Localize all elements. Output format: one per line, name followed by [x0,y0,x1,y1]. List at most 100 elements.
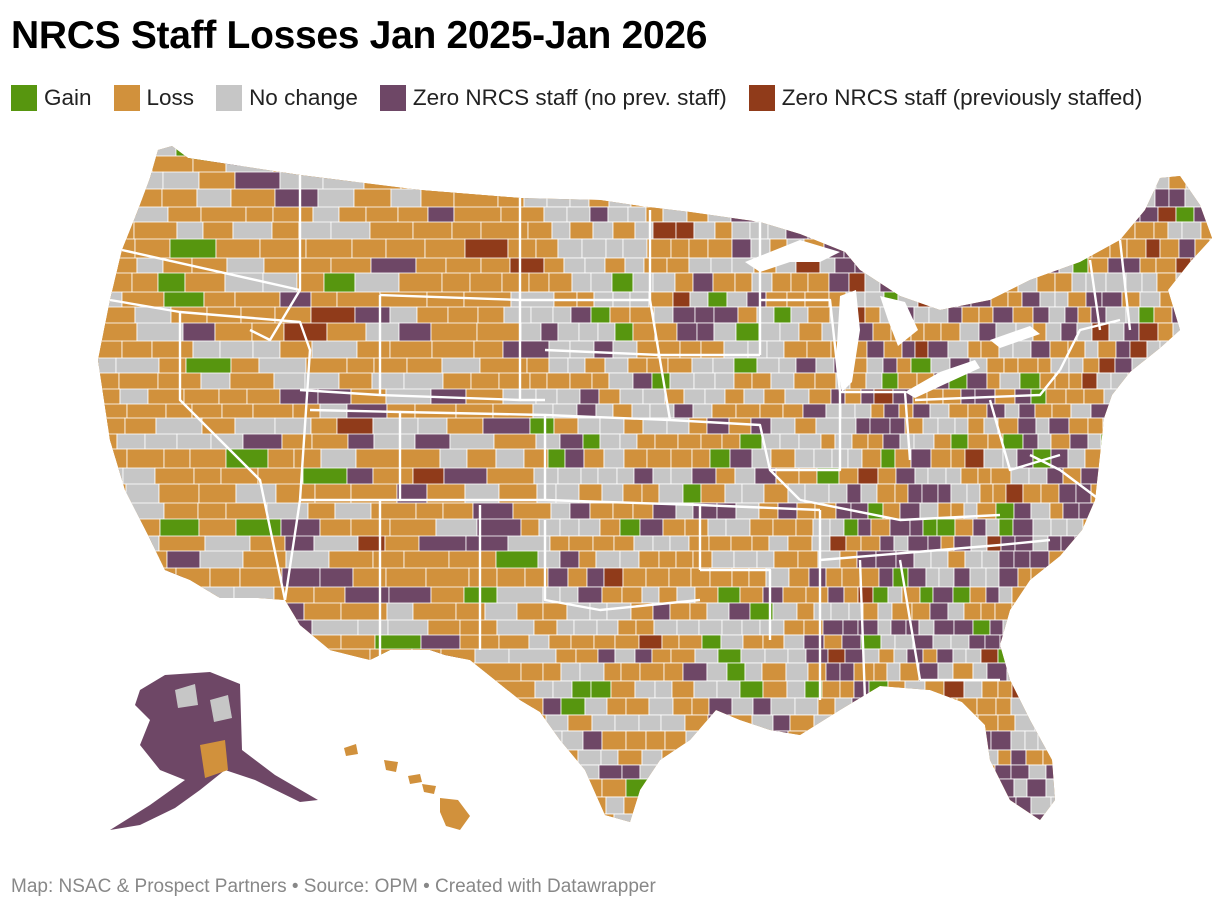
county-cell [374,634,422,660]
county-cell [751,535,770,552]
county-cell [773,550,799,569]
county-cell [1169,388,1191,405]
county-cell [1173,602,1195,621]
county-cell [1085,764,1107,780]
county-cell [342,155,372,183]
county-cell [1157,206,1177,223]
county-cell [1098,697,1118,716]
county-cell [1045,322,1062,342]
county-cell [98,188,126,218]
county-cell [707,238,733,259]
county-cell [653,306,674,324]
county-cell [813,602,832,621]
county-cell [1109,567,1131,588]
county-cell [638,634,663,650]
county-cell [739,680,764,699]
county-cell [1114,467,1136,485]
county-cell [1021,291,1041,308]
county-cell [469,714,516,742]
county-cell [827,146,845,157]
county-cell [937,483,952,504]
county-cell [98,796,133,822]
county-cell [986,372,1001,390]
county-cell [577,586,603,604]
county-cell [787,730,810,751]
county-cell [938,697,958,716]
county-cell [998,550,1015,569]
county-cell [269,680,301,709]
county-cell [897,813,915,822]
county-cell [786,680,806,699]
county-cell [556,619,575,636]
county-cell [1192,730,1211,751]
county-cell [896,357,912,374]
county-cell [1084,340,1099,359]
county-cell [1012,518,1034,537]
county-cell [1048,417,1070,435]
county-cell [1061,697,1083,716]
county-cell [726,662,746,682]
county-cell [1135,634,1153,650]
county-cell [984,634,1001,650]
county-cell [812,155,832,173]
county-cell [994,602,1013,621]
county-cell [1184,188,1204,208]
county-cell [616,467,635,485]
county-choropleth-map[interactable] [0,130,1220,850]
lake-erie [905,360,980,398]
county-cell [676,619,700,636]
county-cell [950,483,968,504]
county-cell [1214,814,1220,831]
county-cell [828,483,848,504]
county-cell [129,550,168,579]
county-cell [754,206,779,223]
county-cell [1182,680,1202,699]
county-cell [967,433,989,450]
county-cell [385,697,413,726]
county-cell [325,662,369,692]
county-cell [1045,764,1060,780]
county-cell [98,714,122,742]
county-cell [1204,697,1212,716]
county-cell [802,171,824,190]
county-cell [967,403,988,419]
county-cell [1216,620,1220,635]
county-cell [1204,550,1212,569]
county-cell [1167,221,1183,240]
county-cell [1123,206,1141,223]
county-cell [1095,778,1117,798]
county-cell [1210,206,1212,223]
county-cell [1077,586,1093,604]
county-cell [833,813,848,822]
county-cell [1202,648,1212,664]
county-cell [1087,433,1102,450]
county-cell [689,602,708,621]
county-cell [650,171,674,190]
county-cell [900,238,922,259]
county-cell [1178,238,1196,259]
county-cell [762,680,788,699]
hawaii [344,744,470,830]
county-cell [548,357,569,374]
county-cell [630,171,652,190]
county-cell [1080,467,1100,485]
county-cell [336,680,375,709]
county-cell [557,467,582,485]
county-cell [532,749,557,766]
county-cell [1122,388,1139,405]
county-cell [608,188,632,208]
county-cell [923,764,943,780]
county-cell [970,291,992,308]
county-cell [1189,388,1208,405]
county-cell [929,602,949,621]
county-cell [698,764,718,780]
county-cell [1046,171,1061,190]
county-cell [193,634,224,660]
county-cell [1068,417,1089,435]
county-cell [906,749,924,766]
county-cell [1096,372,1112,390]
county-cell [575,648,599,664]
county-cell [804,146,829,157]
county-cell [295,749,330,776]
county-cell [1208,272,1212,293]
